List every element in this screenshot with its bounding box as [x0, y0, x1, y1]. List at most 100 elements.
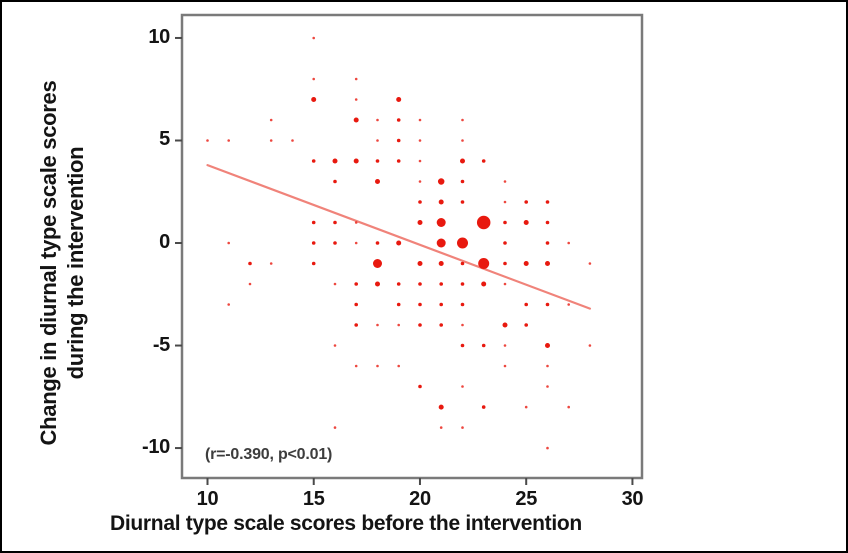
scatter-point: [354, 241, 358, 245]
scatter-point: [503, 220, 507, 225]
scatter-point: [439, 282, 444, 286]
y-axis-title-line2: during the intervention: [63, 146, 88, 380]
y-tick-label: 10: [148, 25, 170, 48]
scatter-point: [418, 384, 422, 389]
scatter-point: [460, 302, 465, 307]
scatter-point: [503, 282, 507, 286]
scatter-point: [248, 261, 252, 266]
correlation-annotation: (r=-0.390, p<0.01): [205, 446, 333, 463]
scatter-point: [545, 200, 550, 204]
scatter-point: [417, 261, 423, 266]
y-axis-title-line1: Change in diurnal type scale scores: [36, 80, 61, 446]
scatter-point: [312, 77, 316, 81]
scatter-point: [396, 97, 402, 102]
scatter-point: [227, 139, 230, 142]
x-tick-label: 20: [409, 488, 431, 510]
scatter-point: [353, 117, 359, 123]
scatter-point: [523, 261, 529, 266]
scatter-point: [524, 200, 528, 204]
scatter-point: [460, 200, 465, 204]
scatter-point: [311, 220, 316, 225]
scatter-point: [354, 221, 358, 224]
scatter-point: [396, 118, 401, 122]
scatter-point: [546, 385, 549, 388]
scatter-point: [269, 262, 273, 265]
scatter-point: [396, 138, 401, 143]
scatter-point: [354, 98, 358, 101]
scatter-point: [311, 261, 316, 266]
scatter-point: [417, 220, 423, 225]
scatter-point: [524, 405, 528, 409]
scatter-point: [588, 262, 592, 265]
scatter-point: [481, 343, 486, 348]
scatter-point: [457, 237, 468, 249]
scatter-point: [396, 240, 402, 246]
y-tick-label: -5: [152, 333, 170, 356]
scatter-point: [460, 343, 465, 348]
scatter-point: [545, 241, 550, 245]
scatter-point: [503, 364, 507, 368]
scatter-point: [333, 282, 337, 286]
scatter-point: [418, 302, 422, 307]
scatter-point: [376, 323, 379, 327]
scatter-point: [418, 180, 422, 183]
scatter-point: [332, 158, 338, 164]
scatter-point: [503, 261, 507, 266]
scatter-point: [460, 158, 465, 164]
scatter-point: [481, 405, 486, 409]
scatter-point: [461, 385, 464, 388]
x-tick-label: 25: [515, 488, 538, 510]
scatter-point: [376, 364, 379, 368]
scatter-point: [524, 302, 528, 307]
scatter-point: [545, 220, 550, 225]
scatter-point: [376, 139, 379, 142]
y-axis-title: Change in diurnal type scale scores duri…: [35, 73, 89, 453]
x-tick-label: 30: [621, 488, 644, 510]
scatter-point: [476, 215, 491, 230]
scatter-point: [546, 364, 549, 368]
scatter-point: [375, 281, 380, 287]
scatter-point: [502, 322, 508, 328]
scatter-point: [333, 241, 337, 245]
scatter-point: [333, 426, 337, 429]
scatter-point: [567, 303, 570, 306]
scatter-point: [438, 199, 444, 205]
scatter-point: [375, 241, 380, 245]
scatter-point: [373, 259, 382, 268]
scatter-point: [460, 179, 465, 184]
scatter-point: [461, 139, 464, 142]
x-tick-label: 10: [196, 488, 219, 510]
scatter-point: [461, 323, 464, 327]
scatter-point: [481, 159, 486, 163]
scatter-point: [418, 139, 422, 142]
scatter-point: [436, 238, 446, 248]
scatter-point: [291, 139, 294, 142]
plot-border: [180, 13, 644, 480]
scatter-point: [439, 323, 444, 327]
scatter-point: [418, 323, 422, 327]
scatter-point: [311, 159, 316, 163]
y-tick-label: 5: [159, 128, 170, 151]
scatter-point: [546, 446, 549, 450]
scatter-point: [439, 426, 443, 429]
scatter-point: [375, 179, 380, 184]
scatter-point: [418, 282, 422, 286]
scatter-point: [354, 77, 358, 81]
scatter-point: [227, 241, 230, 245]
scatter-point: [354, 302, 359, 307]
scatter-point: [461, 118, 464, 122]
scatter-point: [438, 404, 444, 410]
scatter-point: [545, 261, 550, 266]
scatter-point: [396, 282, 401, 286]
scatter-point: [376, 118, 379, 122]
scatter-point: [481, 281, 487, 287]
scatter-point: [333, 179, 337, 184]
scatter-point: [354, 364, 358, 368]
y-tick-label: 0: [159, 231, 170, 253]
scatter-point: [524, 323, 528, 327]
scatter-point: [354, 282, 359, 286]
scatter-point: [437, 178, 445, 185]
scatter-point: [439, 302, 444, 307]
